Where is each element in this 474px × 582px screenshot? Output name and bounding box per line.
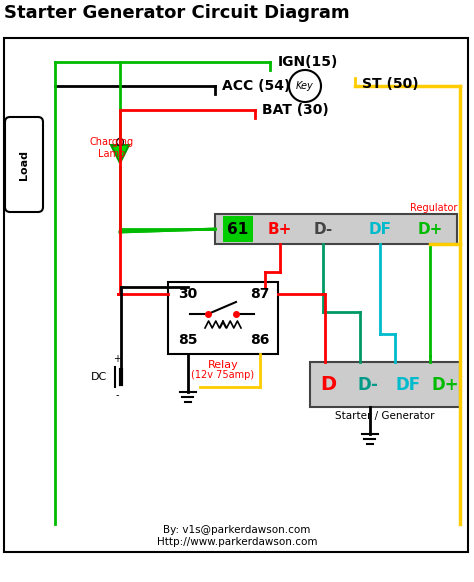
- Text: DC: DC: [91, 372, 107, 382]
- Text: D-: D-: [357, 375, 378, 393]
- Text: By: v1s@parkerdawson.com: By: v1s@parkerdawson.com: [164, 525, 310, 535]
- Text: BAT (30): BAT (30): [262, 103, 329, 117]
- Bar: [310, 362, 460, 407]
- Text: +: +: [113, 354, 121, 364]
- Text: Load: Load: [19, 150, 29, 180]
- Text: 85: 85: [178, 333, 198, 347]
- Text: -: -: [115, 390, 119, 400]
- Text: B+: B+: [268, 222, 292, 236]
- Bar: [215, 214, 457, 244]
- Polygon shape: [111, 145, 129, 163]
- Bar: [223, 216, 253, 242]
- Text: Starter Generator Circuit Diagram: Starter Generator Circuit Diagram: [4, 4, 350, 22]
- Text: ST (50): ST (50): [362, 77, 419, 91]
- FancyBboxPatch shape: [5, 117, 43, 212]
- Bar: [4, 38, 468, 552]
- Text: 87: 87: [250, 287, 270, 301]
- Text: DF: DF: [368, 222, 392, 236]
- Text: Charging
Lamp: Charging Lamp: [90, 137, 134, 159]
- Text: Regulator: Regulator: [410, 203, 457, 213]
- Text: D-: D-: [313, 222, 333, 236]
- Text: DF: DF: [395, 375, 420, 393]
- Text: (12v 75amp): (12v 75amp): [191, 370, 255, 380]
- Bar: [168, 282, 278, 354]
- Text: D: D: [320, 375, 336, 394]
- Text: Starter / Generator: Starter / Generator: [335, 411, 435, 421]
- Text: D+: D+: [431, 375, 459, 393]
- Text: Relay: Relay: [208, 360, 238, 370]
- Text: 30: 30: [178, 287, 198, 301]
- Text: Http://www.parkerdawson.com: Http://www.parkerdawson.com: [157, 537, 317, 547]
- Text: Key: Key: [296, 81, 314, 91]
- Text: ACC (54): ACC (54): [222, 79, 291, 93]
- Text: IGN(15): IGN(15): [278, 55, 338, 69]
- Circle shape: [117, 139, 124, 146]
- Text: 61: 61: [228, 222, 249, 236]
- Text: 86: 86: [250, 333, 270, 347]
- Text: D+: D+: [417, 222, 443, 236]
